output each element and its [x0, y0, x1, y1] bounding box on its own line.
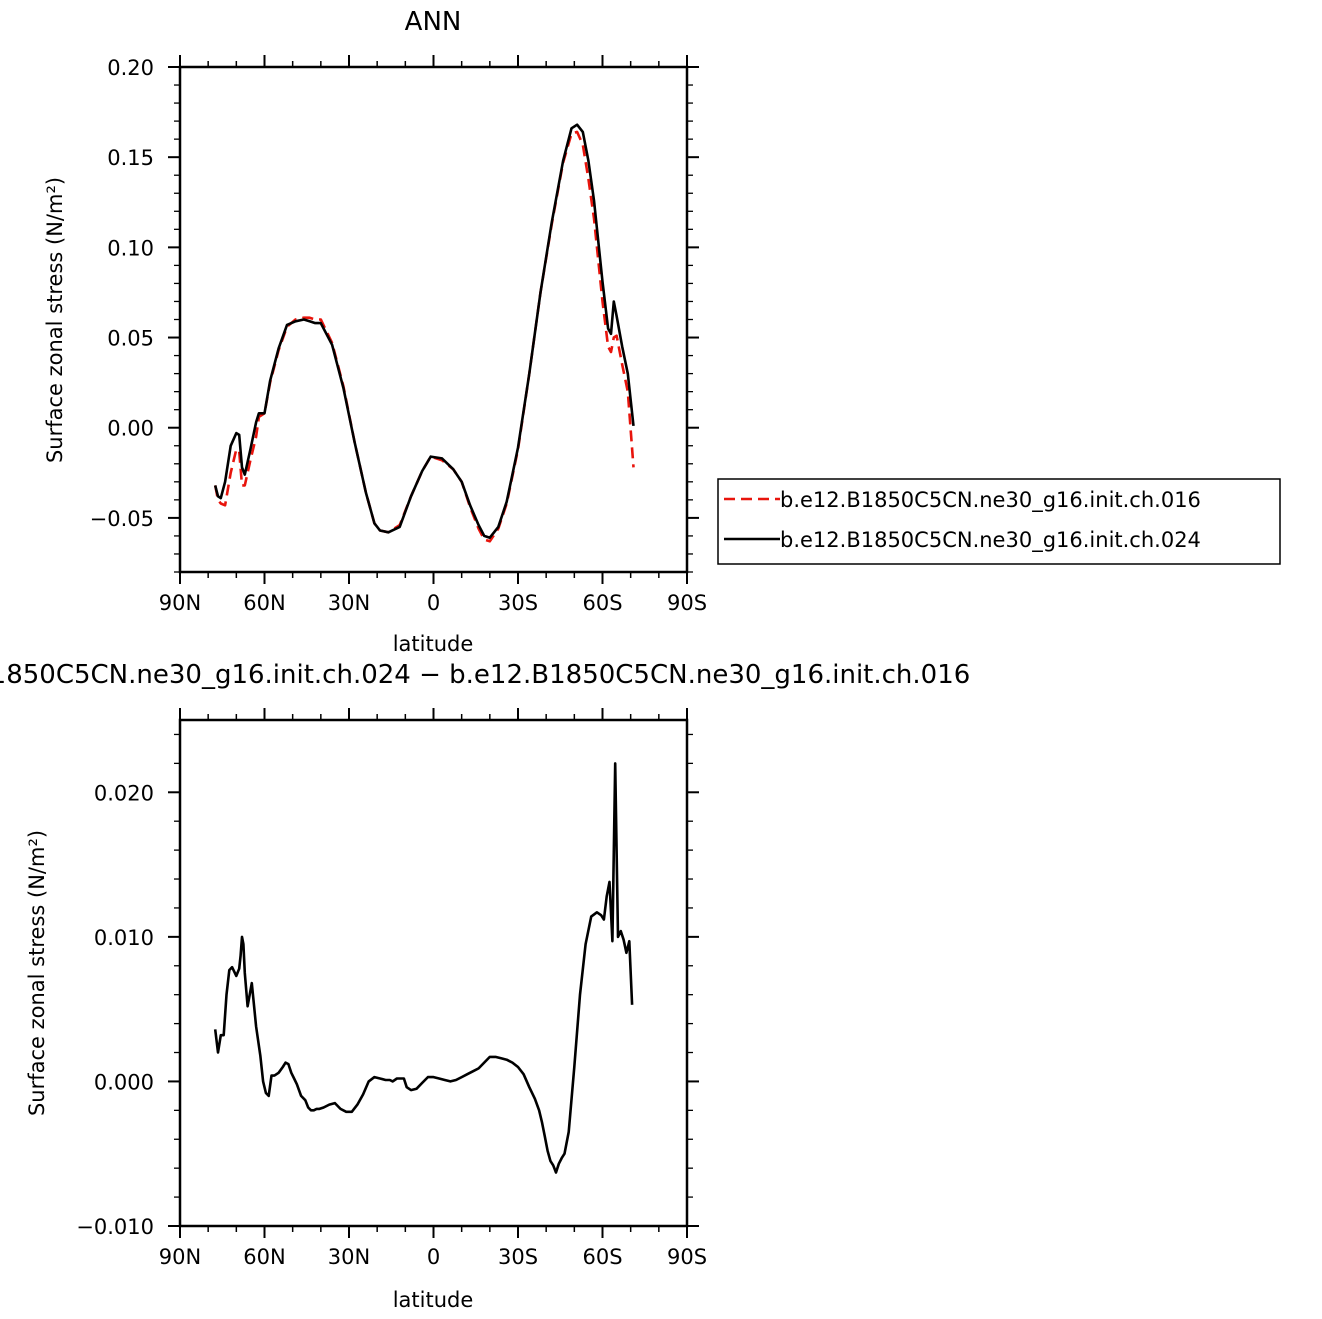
bottom-ytick-label: 0.000 [94, 1070, 154, 1094]
bottom-y-axis-label: Surface zonal stress (N/m²) [25, 830, 49, 1116]
bottom-xtick-label: 60S [582, 1245, 622, 1269]
bottom-panel: b.e12.B1850C5CN.ne30_g16.init.ch.024 − b… [0, 660, 970, 1312]
top-ytick-label: 0.05 [107, 327, 154, 351]
top-xtick-label: 90N [159, 591, 201, 615]
top-ytick-label: 0.20 [107, 56, 154, 80]
top-ytick-label: 0.15 [107, 146, 154, 170]
top-ytick-label: 0.10 [107, 236, 154, 260]
top-ytick-label: 0.00 [107, 417, 154, 441]
top-xtick-label: 30N [328, 591, 370, 615]
bottom-chart-title: b.e12.B1850C5CN.ne30_g16.init.ch.024 − b… [0, 660, 970, 690]
top-panel: ANN 90N 60N 30N 0 30S 60S 90S −0.05 0.00 0.05 0.10… [43, 7, 1281, 656]
top-plot-frame [178, 65, 689, 574]
bottom-xtick-label: 90N [159, 1245, 201, 1269]
bottom-ytick-label: 0.010 [94, 926, 154, 950]
bottom-series-group [213, 762, 634, 1174]
bottom-xtick-label: 60N [243, 1245, 285, 1269]
top-y-axis-label: Surface zonal stress (N/m²) [43, 177, 67, 463]
legend-box [717, 478, 1281, 565]
bottom-x-axis-label: latitude [393, 1288, 474, 1312]
bottom-xtick-label: 30N [328, 1245, 370, 1269]
top-chart-title: ANN [405, 7, 462, 37]
top-x-axis-label: latitude [393, 632, 474, 656]
bottom-ytick-label: −0.010 [76, 1215, 154, 1239]
legend-label-024: b.e12.B1850C5CN.ne30_g16.init.ch.024 [780, 528, 1201, 553]
top-xtick-label: 60S [582, 591, 622, 615]
top-ytick-label: −0.05 [90, 507, 154, 531]
legend-label-016: b.e12.B1850C5CN.ne30_g16.init.ch.016 [780, 488, 1201, 513]
bottom-axes-ticks: 90N 60N 30N 0 30S 60S 90S −0.010 0.000 0.010 0.020 [76, 708, 707, 1269]
bottom-xtick-label: 30S [498, 1245, 538, 1269]
top-xtick-label: 90S [667, 591, 707, 615]
bottom-ytick-label: 0.020 [94, 781, 154, 805]
bottom-xtick-label: 90S [667, 1245, 707, 1269]
top-xtick-label: 60N [243, 591, 285, 615]
top-series-line-0 [213, 130, 635, 543]
bottom-plot-frame [178, 718, 689, 1228]
bottom-xtick-label: 0 [427, 1245, 440, 1269]
top-axes-ticks: 90N 60N 30N 0 30S 60S 90S −0.05 0.00 0.05 0.10 0.15… [90, 55, 707, 615]
legend: b.e12.B1850C5CN.ne30_g16.init.ch.016 b.e… [717, 478, 1281, 565]
top-series-line-1 [213, 123, 635, 540]
top-xtick-label: 0 [427, 591, 440, 615]
bottom-series-line-0 [213, 762, 634, 1174]
top-xtick-label: 30S [498, 591, 538, 615]
top-series-group [213, 123, 635, 543]
